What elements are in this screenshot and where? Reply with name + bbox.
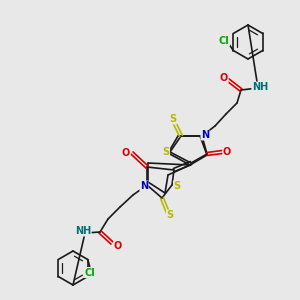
Text: S: S: [167, 210, 174, 220]
Text: O: O: [122, 148, 130, 158]
Text: S: S: [162, 147, 169, 157]
Text: N: N: [140, 181, 148, 191]
Text: O: O: [220, 73, 228, 83]
Text: O: O: [114, 241, 122, 251]
Text: N: N: [201, 130, 209, 140]
Text: Cl: Cl: [219, 35, 230, 46]
Text: S: S: [169, 114, 177, 124]
Text: S: S: [173, 181, 181, 191]
Text: NH: NH: [252, 82, 268, 92]
Text: O: O: [223, 147, 231, 157]
Text: Cl: Cl: [84, 268, 95, 278]
Text: NH: NH: [75, 226, 91, 236]
